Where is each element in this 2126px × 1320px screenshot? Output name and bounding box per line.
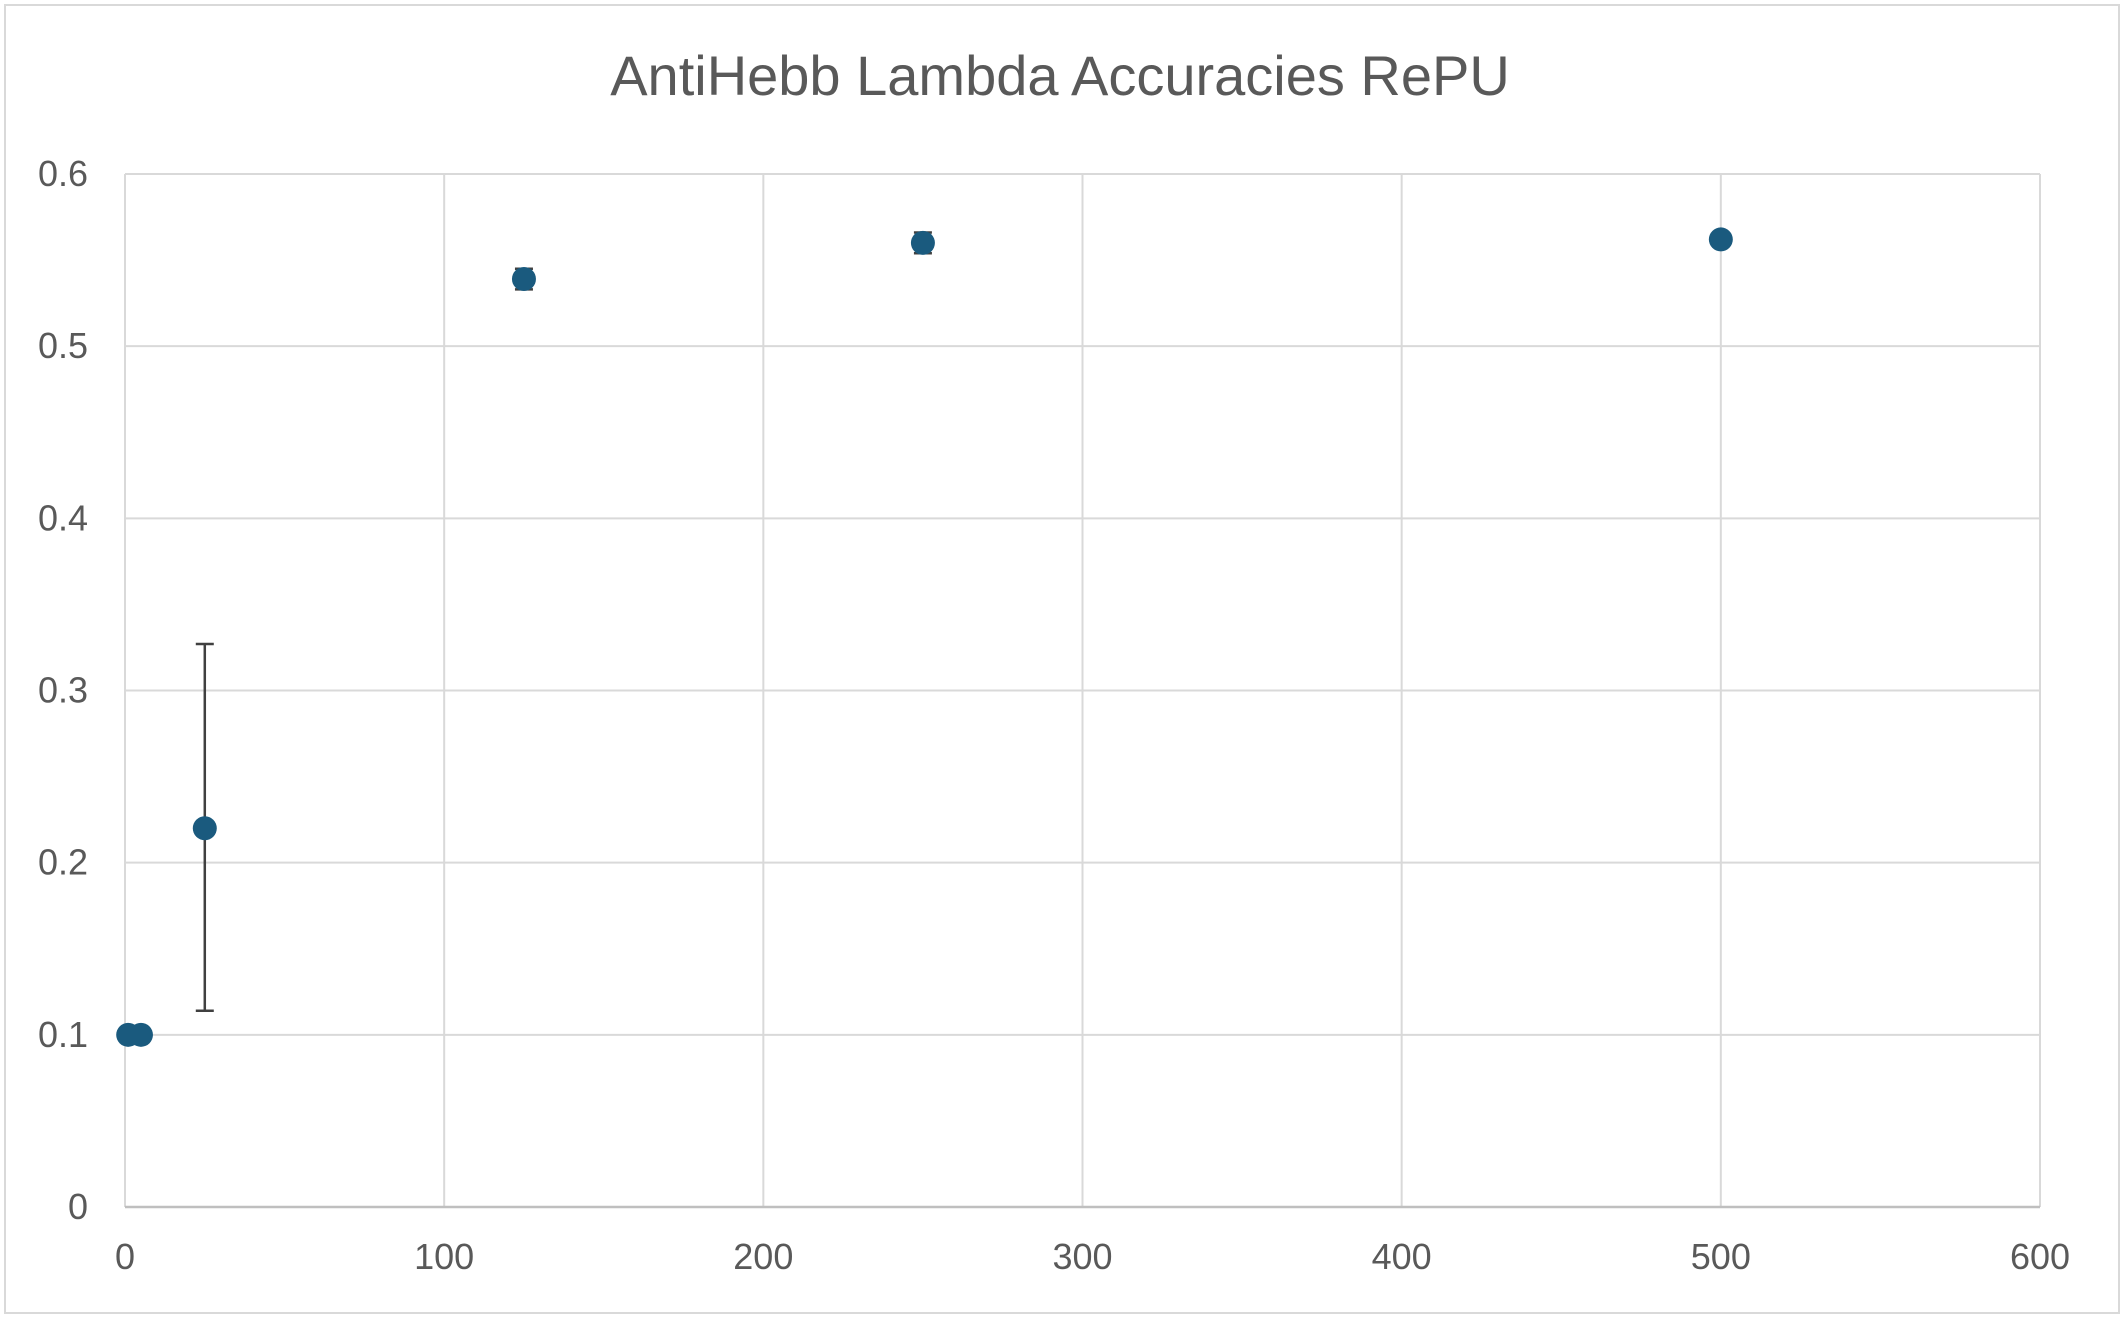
y-tick-label: 0 <box>68 1186 88 1227</box>
x-tick-label: 100 <box>414 1236 474 1277</box>
y-tick-label: 0.5 <box>38 325 88 366</box>
x-tick-label: 600 <box>2010 1236 2070 1277</box>
data-point <box>910 230 935 255</box>
error-bars <box>195 231 932 1012</box>
y-tick-label: 0.3 <box>38 670 88 711</box>
y-tick-label: 0.4 <box>38 497 88 538</box>
data-point <box>128 1022 153 1047</box>
y-tick-label: 0.2 <box>38 842 88 883</box>
data-point <box>1708 227 1733 252</box>
y-tick-label: 0.6 <box>38 153 88 194</box>
data-points <box>116 227 1733 1047</box>
x-tick-label: 400 <box>1372 1236 1432 1277</box>
chart-title: AntiHebb Lambda Accuracies RePU <box>610 44 1510 107</box>
y-tick-label: 0.1 <box>38 1014 88 1055</box>
x-tick-label: 300 <box>1052 1236 1112 1277</box>
x-tick-label: 500 <box>1691 1236 1751 1277</box>
gridlines <box>124 173 2041 1207</box>
x-tick-label: 0 <box>115 1236 135 1277</box>
data-point <box>192 816 217 841</box>
tick-labels: 0 0.1 0.2 0.3 0.4 0.5 0.6 0 100 200 300 400 500 600 <box>38 153 2070 1277</box>
data-point <box>511 267 536 292</box>
x-tick-label: 200 <box>733 1236 793 1277</box>
chart-frame <box>4 4 2120 1314</box>
